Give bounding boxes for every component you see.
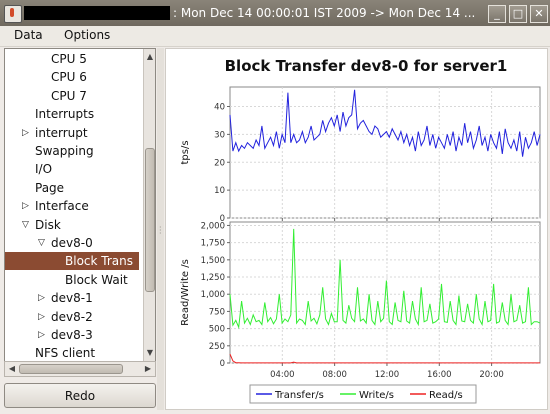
y-tick-label: 40: [214, 103, 225, 113]
tree-item-label: Interface: [35, 199, 89, 214]
legend-box: [249, 384, 477, 404]
chart-svg: Block Transfer dev8-0 for server1 0 10 20 30…: [180, 57, 541, 404]
metrics-tree[interactable]: CPU 5 CPU 6 CPU 7 Interrupts ▷ interrupt Swapp…: [4, 48, 156, 362]
y-tick-label: 750: [209, 307, 225, 317]
tree-item[interactable]: CPU 6: [5, 68, 139, 86]
y-tick-label: 0: [220, 214, 225, 224]
y-tick-label: 10: [214, 186, 225, 196]
collapse-arrow-icon[interactable]: ▷: [38, 330, 45, 340]
tree-item[interactable]: ▷ Interface: [5, 197, 139, 215]
y-axis-label: Read/Write /s: [180, 259, 191, 326]
tree-item[interactable]: NFS client: [5, 344, 139, 361]
series-line-read-s: [229, 353, 540, 364]
tree-item-label: Swapping: [35, 144, 94, 158]
collapse-arrow-icon[interactable]: ▷: [22, 127, 29, 138]
plot-area: [229, 86, 541, 219]
tree-item[interactable]: ▷ dev8-2: [5, 308, 139, 326]
tree-item-label: Page: [35, 180, 65, 195]
tree-item[interactable]: CPU 5: [5, 50, 139, 68]
y-axis-label: tps/s: [180, 140, 191, 164]
horizontal-scroll-thumb[interactable]: [19, 364, 123, 374]
y-tick-label: 20: [214, 158, 225, 168]
tree-item-label: CPU 6: [51, 70, 87, 85]
chart-panel: Block Transfer dev8-0 for server1 0 10 20 30…: [165, 48, 548, 410]
menu-options[interactable]: Options: [64, 28, 111, 42]
minimize-button[interactable]: _: [488, 5, 506, 23]
menu-bar: Data Options: [0, 26, 550, 47]
y-tick-label: 1,250: [201, 273, 225, 283]
legend-label: Read/s: [429, 390, 463, 401]
tree-item-label: interrupt: [35, 125, 88, 140]
scroll-up-arrow-icon[interactable]: ▲: [146, 52, 154, 61]
series-line-write-s: [229, 228, 541, 330]
tree-item[interactable]: ▷ interrupt: [5, 124, 139, 142]
tree-item-label: dev8-1: [51, 291, 93, 306]
tree-item-label: Block Trans: [65, 254, 133, 269]
tree-item[interactable]: Page: [5, 179, 139, 197]
y-tick-label: 1,500: [201, 256, 225, 266]
tree-item-label: CPU 5: [51, 52, 87, 66]
tree-item[interactable]: Swapping: [5, 142, 139, 160]
menu-data[interactable]: Data: [14, 28, 43, 42]
expand-arrow-icon[interactable]: ▽: [38, 238, 45, 248]
tree-item[interactable]: ▽ dev8-0: [5, 234, 139, 252]
tree-item-label: dev8-2: [51, 309, 93, 324]
x-tick-label: 16:00: [427, 370, 452, 380]
x-tick-label: 20:00: [479, 370, 504, 380]
y-tick-label: 500: [209, 325, 225, 335]
scroll-right-arrow-icon[interactable]: ▶: [144, 364, 152, 373]
x-tick-label: 12:00: [375, 370, 400, 380]
tree-item[interactable]: ▷ dev8-1: [5, 289, 139, 307]
tree-item[interactable]: Interrupts: [5, 105, 139, 123]
splitter-grip-icon: · · ·: [159, 223, 162, 238]
maximize-button[interactable]: □: [509, 5, 527, 23]
y-tick-label: 0: [220, 359, 225, 369]
tree-item-label: CPU 7: [51, 88, 87, 103]
vertical-scroll-thumb[interactable]: [145, 148, 155, 292]
plot-area: [229, 221, 541, 364]
window-title: : Mon Dec 14 00:00:01 IST 2009 -> Mon De…: [173, 6, 476, 20]
y-tick-label: 30: [214, 130, 225, 140]
tree-item-label: dev8-0: [51, 236, 93, 250]
window-title-bar[interactable]: : Mon Dec 14 00:00:01 IST 2009 -> Mon De…: [0, 0, 550, 26]
tree-item-label: Disk: [35, 217, 61, 232]
collapse-arrow-icon[interactable]: ▷: [22, 201, 29, 212]
collapse-arrow-icon[interactable]: ▷: [38, 311, 45, 322]
x-tick-label: 08:00: [322, 370, 347, 380]
tree-item[interactable]: ▽ Disk: [5, 216, 139, 234]
y-tick-label: 1,000: [201, 290, 225, 300]
tree-vertical-scrollbar[interactable]: ▲ ▼: [143, 49, 155, 361]
series-line-transfer-s: [229, 89, 541, 157]
redo-button[interactable]: Redo: [4, 383, 156, 408]
java-app-icon: [4, 5, 22, 23]
legend-label: Transfer/s: [274, 390, 324, 401]
tree-item[interactable]: ▷ dev8-3: [5, 326, 139, 344]
x-tick-label: 04:00: [270, 370, 295, 380]
tree-item[interactable]: I/O: [5, 160, 139, 178]
tree-item-label: dev8-3: [51, 328, 93, 342]
tree-item-label: I/O: [35, 162, 53, 177]
tree-item-label: Block Wait: [65, 272, 128, 287]
tree-item[interactable]: CPU 7: [5, 87, 139, 105]
tree-item-label: Interrupts: [35, 107, 95, 122]
tree-horizontal-scrollbar[interactable]: ◀ ▶: [4, 361, 156, 377]
redacted-hostname: [24, 6, 170, 20]
scroll-left-arrow-icon[interactable]: ◀: [8, 364, 16, 373]
y-tick-label: 250: [209, 342, 225, 352]
collapse-arrow-icon[interactable]: ▷: [38, 293, 45, 304]
y-tick-label: 1,750: [201, 239, 225, 249]
tree-item[interactable]: Block Trans: [5, 252, 139, 271]
y-tick-label: 2,000: [201, 221, 225, 231]
tree-item[interactable]: Block Wait: [5, 271, 139, 289]
pane-splitter[interactable]: [157, 48, 164, 410]
tree-item-label: NFS client: [35, 346, 96, 361]
legend-label: Write/s: [359, 390, 394, 401]
close-button[interactable]: ✕: [530, 5, 548, 23]
chart-title: Block Transfer dev8-0 for server1: [225, 57, 508, 75]
scroll-down-arrow-icon[interactable]: ▼: [146, 348, 154, 357]
expand-arrow-icon[interactable]: ▽: [22, 219, 29, 230]
